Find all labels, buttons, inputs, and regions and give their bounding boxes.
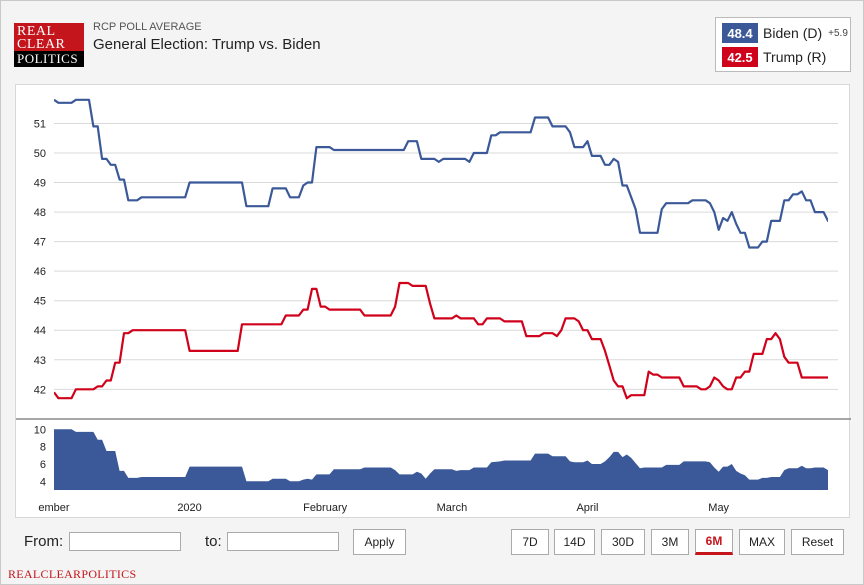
range-max-button[interactable]: MAX	[739, 529, 785, 555]
range-3m-button[interactable]: 3M	[651, 529, 689, 555]
navigator-y-tick-label: 4	[40, 476, 46, 488]
chart-title: General Election: Trump vs. Biden	[93, 36, 321, 53]
y-tick-label: 50	[34, 148, 46, 160]
y-tick-label: 44	[34, 325, 46, 337]
to-label: to:	[205, 533, 222, 550]
range-controls: From: to: Apply 7D 14D 30D 3M 6M MAX Res…	[15, 525, 850, 561]
legend-item-trump[interactable]: 42.5 Trump (R)	[722, 47, 826, 67]
trump-value-badge: 42.5	[722, 47, 758, 67]
from-label: From:	[24, 533, 64, 550]
y-tick-label: 43	[34, 355, 46, 367]
x-tick-label: February	[303, 502, 348, 514]
y-tick-label: 45	[34, 296, 46, 308]
logo-line-2: CLEAR	[17, 37, 66, 52]
from-date-input[interactable]	[69, 532, 181, 551]
trump-line	[54, 281, 828, 400]
y-tick-label: 51	[34, 118, 46, 130]
navigator-y-tick-label: 10	[34, 424, 46, 436]
navigator-y-tick-label: 6	[40, 459, 46, 471]
x-tick-label: 2020	[177, 502, 201, 514]
y-tick-label: 49	[34, 178, 46, 190]
spread-value: +5.9	[828, 27, 848, 39]
y-tick-label: 46	[34, 266, 46, 278]
to-date-input[interactable]	[227, 532, 339, 551]
range-6m-button[interactable]: 6M	[695, 529, 733, 555]
range-14d-button[interactable]: 14D	[554, 529, 595, 555]
legend: 48.4 Biden (D) +5.9 42.5 Trump (R)	[715, 17, 851, 72]
navigator-y-tick-label: 8	[40, 442, 46, 454]
legend-item-biden[interactable]: 48.4 Biden (D) +5.9	[722, 23, 848, 43]
biden-line	[54, 98, 828, 249]
y-tick-label: 48	[34, 207, 46, 219]
trump-label: Trump (R)	[763, 49, 827, 65]
apply-button[interactable]: Apply	[353, 529, 406, 555]
x-tick-label: May	[708, 502, 729, 514]
range-7d-button[interactable]: 7D	[511, 529, 549, 555]
footer-brand[interactable]: REALCLEARPOLITICS	[8, 567, 137, 581]
rcp-logo[interactable]: REAL CLEAR POLITICS	[14, 23, 84, 67]
biden-label: Biden (D)	[763, 25, 823, 41]
y-tick-label: 47	[34, 237, 46, 249]
range-30d-button[interactable]: 30D	[601, 529, 645, 555]
spread-area	[54, 429, 828, 490]
logo-line-1: REAL	[17, 24, 56, 39]
widget-kicker: RCP POLL AVERAGE	[93, 21, 202, 33]
biden-value-badge: 48.4	[722, 23, 758, 43]
y-tick-label: 42	[34, 384, 46, 396]
logo-line-3: POLITICS	[14, 51, 84, 67]
reset-button[interactable]: Reset	[791, 529, 844, 555]
x-tick-label: April	[576, 502, 598, 514]
chart-area[interactable]: 42 43 44 45 46 47 48 49 50 51 4 6 8 10 ember 2020 Februa…	[15, 84, 851, 519]
x-tick-label: ember	[38, 502, 70, 514]
x-tick-label: March	[437, 502, 468, 514]
